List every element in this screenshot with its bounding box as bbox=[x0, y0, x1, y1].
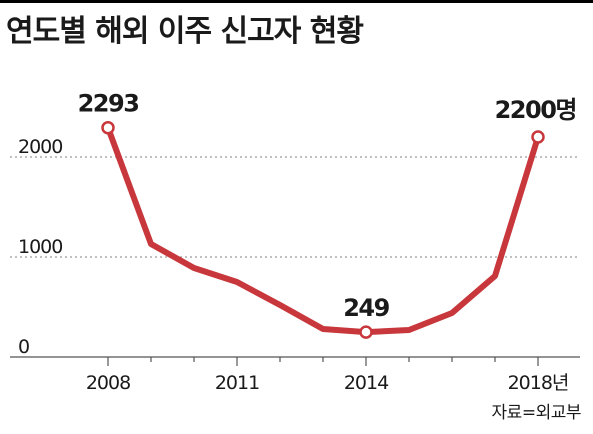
y-tick-label-1000: 1000 bbox=[18, 236, 62, 258]
chart-title: 연도별 해외 이주 신고자 현황 bbox=[6, 14, 364, 49]
data-point-2014 bbox=[359, 325, 373, 339]
x-tick-label-2008: 2008 bbox=[86, 372, 130, 394]
series-line bbox=[105, 124, 541, 336]
y-tick-label-0: 0 bbox=[18, 336, 29, 358]
top-rule bbox=[0, 0, 593, 3]
x-tick-label-2011: 2011 bbox=[215, 372, 259, 394]
x-tick-label-2014: 2014 bbox=[344, 372, 389, 394]
data-point-2008 bbox=[101, 120, 115, 135]
data-label-2014: 249 bbox=[343, 294, 389, 322]
source-note: 자료=외교부 bbox=[491, 403, 582, 423]
y-tick-label-2000: 2000 bbox=[18, 136, 62, 158]
data-point-2018 bbox=[531, 130, 545, 144]
x-tick-label-2018: 2018년 bbox=[508, 372, 569, 394]
data-label-2008: 2293 bbox=[78, 90, 139, 118]
data-label-2018: 2200명 bbox=[495, 96, 576, 124]
